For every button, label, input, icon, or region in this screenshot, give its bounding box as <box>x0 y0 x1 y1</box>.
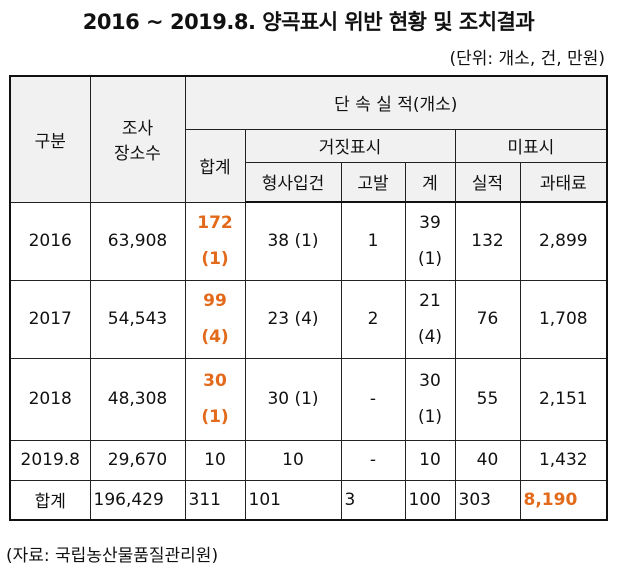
cell-criminal: 38 (1) <box>244 201 342 281</box>
cell-survey: 29,670 <box>89 439 186 481</box>
header-category: 구분 <box>9 75 91 203</box>
unit-note: (단위: 개소, 건, 만원) <box>449 49 606 69</box>
cell-subtotal-value: 39 <box>419 213 441 234</box>
cell-total: 10 <box>184 439 246 481</box>
cell-survey: 54,543 <box>89 279 186 359</box>
cell-year: 2016 <box>9 201 91 281</box>
table-row: 2019.8 29,670 10 10 - 10 40 1,432 <box>9 439 608 481</box>
cell-performance: 55 <box>454 357 521 441</box>
header-survey-line1: 조사 <box>121 119 154 140</box>
cell-subtotal-note: (4) <box>417 327 443 347</box>
cell-fine: 1,708 <box>519 279 608 359</box>
cell-total: 172 (1) <box>184 201 246 281</box>
cell-total-note: (1) <box>201 249 229 269</box>
sum-accusation: 3 <box>340 479 406 521</box>
cell-survey: 48,308 <box>89 357 186 441</box>
cell-fine: 1,432 <box>519 439 608 481</box>
cell-total-note: (1) <box>201 407 229 427</box>
header-false-label: 거짓표시 <box>244 128 456 163</box>
table-row: 2018 48,308 30 (1) 30 (1) - 30 (1) 55 2,15… <box>9 357 608 441</box>
cell-criminal: 10 <box>244 439 342 481</box>
cell-fine: 2,151 <box>519 357 608 441</box>
cell-performance: 132 <box>454 201 521 281</box>
source-note: (자료: 국립농산물품질관리원) <box>6 546 219 566</box>
sum-survey: 196,429 <box>89 479 186 521</box>
sum-fine: 8,190 <box>519 479 608 521</box>
header-subtotal: 계 <box>404 161 456 203</box>
cell-criminal: 23 (4) <box>244 279 342 359</box>
cell-accusation: - <box>340 357 406 441</box>
cell-subtotal-note: (1) <box>417 249 443 270</box>
cell-year: 2019.8 <box>9 439 91 481</box>
page-title: 2016 ~ 2019.8. 양곡표시 위반 현황 및 조치결과 <box>82 10 535 34</box>
header-survey-count: 조사 장소수 <box>89 75 186 203</box>
header-accusation: 고발 <box>340 161 406 203</box>
cell-survey: 63,908 <box>89 201 186 281</box>
header-survey-line2: 장소수 <box>114 144 161 165</box>
header-total: 합계 <box>184 128 246 203</box>
cell-accusation: 1 <box>340 201 406 281</box>
cell-year: 2017 <box>9 279 91 359</box>
cell-total-value: 99 <box>203 291 227 311</box>
header-performance: 실적 <box>454 161 521 203</box>
cell-total: 99 (4) <box>184 279 246 359</box>
header-fine: 과태료 <box>519 161 608 203</box>
sum-subtotal: 100 <box>404 479 456 521</box>
header-unlabeled: 미표시 <box>454 128 608 163</box>
header-criminal: 형사입건 <box>244 161 342 203</box>
header-enforcement: 단 속 실 적(개소) <box>184 75 608 130</box>
cell-year: 2018 <box>9 357 91 441</box>
cell-total-value: 172 <box>197 213 233 233</box>
violation-table: 구분 조사 장소수 단 속 실 적(개소) 합계 거짓표시 미표시 형사입건 고… <box>9 75 609 521</box>
cell-subtotal: 21 (4) <box>404 279 456 359</box>
cell-total: 30 (1) <box>184 357 246 441</box>
table-row: 2016 63,908 172 (1) 38 (1) 1 39 (1) 132 2,… <box>9 201 608 281</box>
sum-label: 합계 <box>9 479 91 521</box>
cell-subtotal-note: (1) <box>417 407 443 427</box>
sum-row: 합계 196,429 311 101 3 100 303 8,190 <box>9 479 608 521</box>
cell-subtotal-value: 21 <box>419 291 441 311</box>
cell-accusation: - <box>340 439 406 481</box>
cell-performance: 40 <box>454 439 521 481</box>
cell-subtotal-value: 30 <box>419 371 441 391</box>
cell-total-value: 30 <box>203 371 227 391</box>
sum-criminal: 101 <box>244 479 342 521</box>
cell-accusation: 2 <box>340 279 406 359</box>
cell-performance: 76 <box>454 279 521 359</box>
sum-total: 311 <box>184 479 246 521</box>
cell-fine: 2,899 <box>519 201 608 281</box>
table-row: 2017 54,543 99 (4) 23 (4) 2 21 (4) 76 1,70… <box>9 279 608 359</box>
cell-subtotal: 10 <box>404 439 456 481</box>
sum-performance: 303 <box>454 479 521 521</box>
cell-subtotal: 30 (1) <box>404 357 456 441</box>
cell-criminal: 30 (1) <box>244 357 342 441</box>
cell-subtotal: 39 (1) <box>404 201 456 281</box>
cell-total-note: (4) <box>201 327 229 347</box>
